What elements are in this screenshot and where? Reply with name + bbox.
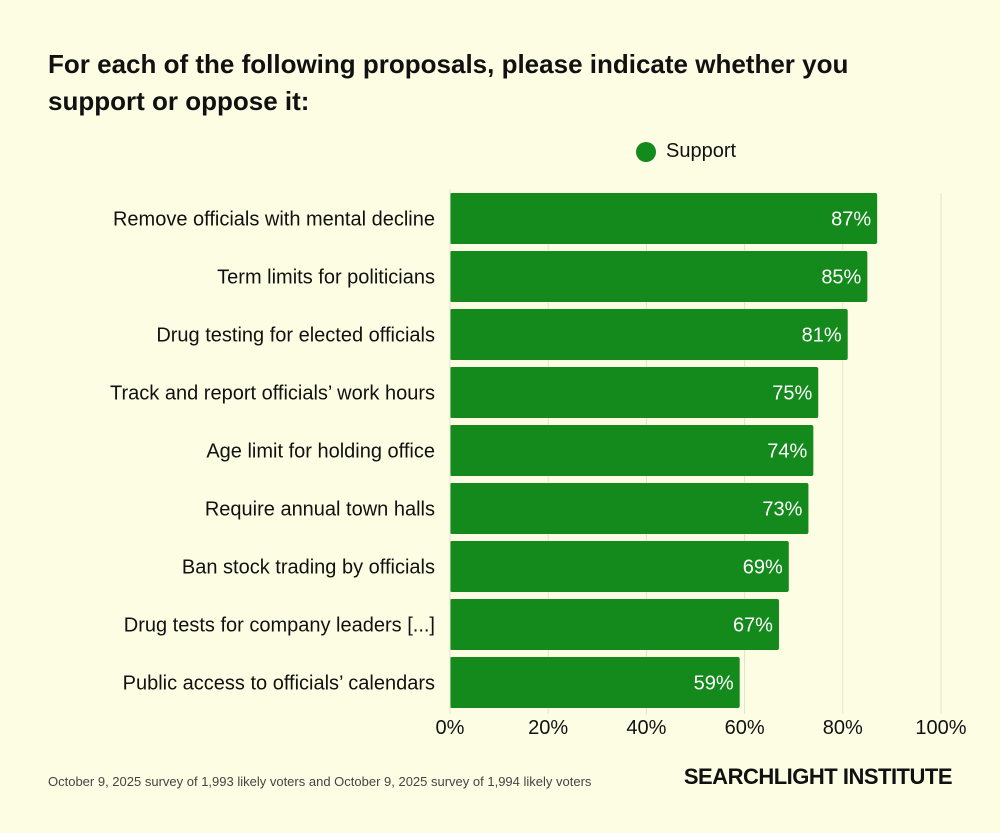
x-tick-label: 80% xyxy=(823,717,863,739)
data-label: 69% xyxy=(743,557,783,579)
data-label: 75% xyxy=(772,383,812,405)
category-label: Drug testing for elected officials xyxy=(156,325,435,347)
brand-logo: SEARCHLIGHT INSTITUTE xyxy=(683,764,953,789)
bar xyxy=(450,193,878,244)
category-label: Ban stock trading by officials xyxy=(182,557,435,579)
x-tick-label: 20% xyxy=(528,717,568,739)
data-label: 74% xyxy=(767,441,807,463)
bar xyxy=(450,657,740,708)
chart-title: For each of the following proposals, ple… xyxy=(48,49,849,116)
bar xyxy=(450,425,814,476)
bar xyxy=(450,483,809,534)
bar-chart: Remove officials with mental decline 87% T… xyxy=(110,189,967,739)
x-tick-label: 60% xyxy=(725,717,765,739)
category-label: Drug tests for company leaders [...] xyxy=(124,615,435,637)
data-label: 81% xyxy=(802,325,842,347)
data-label: 85% xyxy=(821,267,861,289)
data-label: 59% xyxy=(694,673,734,695)
category-label: Age limit for holding office xyxy=(206,441,435,463)
legend: Support xyxy=(636,140,736,163)
category-label: Track and report officials’ work hours xyxy=(110,383,435,405)
legend-swatch-support xyxy=(636,141,656,162)
bar xyxy=(450,541,789,592)
data-label: 87% xyxy=(831,209,871,231)
legend-label-support: Support xyxy=(666,140,737,162)
category-label: Require annual town halls xyxy=(205,499,435,521)
source-note: October 9, 2025 survey of 1,993 likely v… xyxy=(48,774,592,789)
data-label: 67% xyxy=(733,615,773,637)
category-label: Remove officials with mental decline xyxy=(113,209,435,231)
bar xyxy=(450,309,848,360)
bar xyxy=(450,251,868,302)
bar xyxy=(450,367,819,418)
data-label: 73% xyxy=(762,499,802,521)
category-label: Term limits for politicians xyxy=(217,267,435,289)
category-label: Public access to officials’ calendars xyxy=(123,673,435,695)
x-tick-label: 0% xyxy=(436,717,465,739)
x-tick-label: 100% xyxy=(915,717,966,739)
x-tick-label: 40% xyxy=(626,717,666,739)
bar xyxy=(450,599,779,650)
